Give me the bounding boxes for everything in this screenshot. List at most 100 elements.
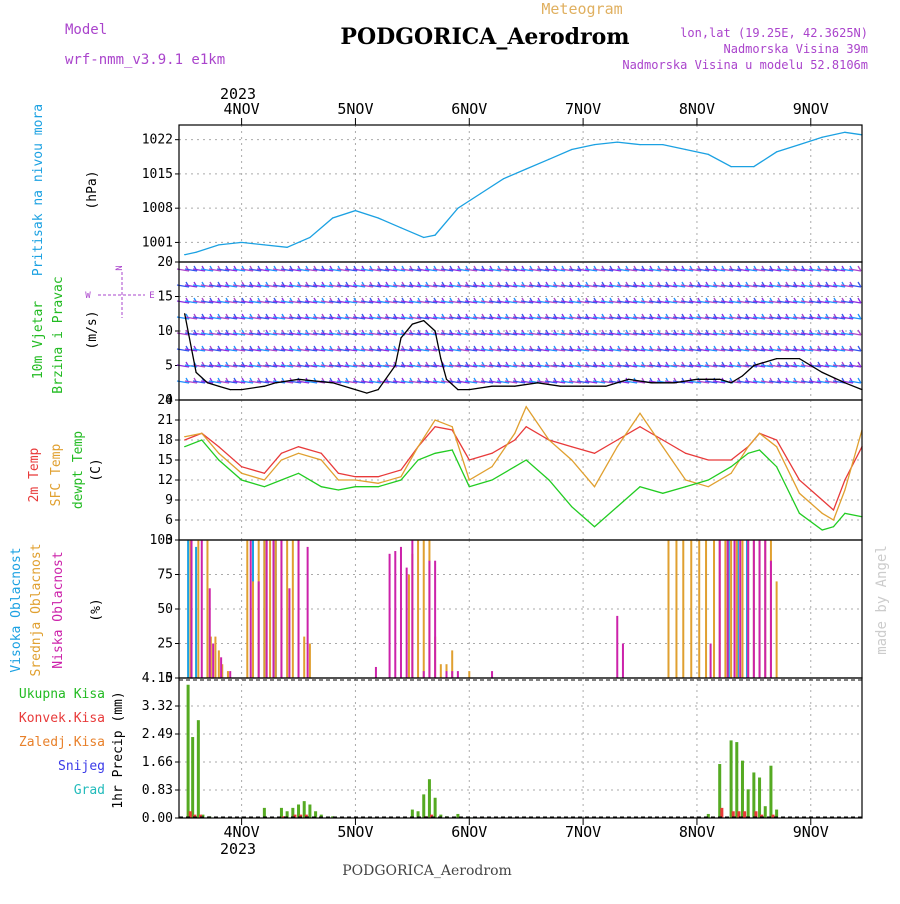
pressure-point — [707, 153, 709, 155]
wind-barb — [496, 300, 510, 304]
wind-barb — [208, 380, 222, 384]
wind-barb — [504, 300, 518, 304]
footer-title: PODGORICA_Aerodrom — [342, 863, 512, 879]
wind-barb — [296, 348, 310, 352]
wind-barb-feather — [857, 377, 862, 384]
legend-entry: Ukupna Kisa — [19, 687, 105, 702]
precip-bar — [422, 794, 426, 818]
wind-barb — [344, 268, 358, 272]
temperature-point — [758, 449, 761, 451]
wind-barb — [632, 380, 646, 384]
temperature-point — [320, 486, 322, 488]
wind-barb — [744, 332, 758, 336]
wind-barb — [416, 332, 430, 336]
temperature-point — [354, 479, 357, 481]
wind-point — [776, 358, 778, 360]
clouds-bar — [705, 540, 708, 678]
wind-barb — [720, 268, 734, 272]
temperature-point — [662, 492, 664, 494]
wind-barb-feather — [857, 297, 862, 304]
wind-barb — [592, 300, 606, 304]
wind-barb — [848, 364, 862, 368]
wind-barb — [824, 380, 838, 384]
wind-point — [394, 364, 396, 367]
wind-barb — [248, 316, 262, 320]
wind-barb — [448, 300, 462, 304]
wind-barb — [408, 364, 422, 368]
pressure-point — [377, 217, 379, 219]
wind-barb — [384, 268, 398, 272]
wind-barb — [704, 316, 718, 320]
wind-barb — [560, 268, 574, 272]
temperature-point — [776, 446, 778, 448]
wind-barb — [528, 348, 542, 352]
wind-barb — [728, 364, 742, 368]
wind-barb — [416, 284, 430, 288]
temperature-point — [434, 426, 436, 428]
model-elevation-label: Nadmorska Visina u modelu 52.8106m — [622, 58, 868, 72]
wind-barb — [600, 380, 614, 384]
temperature-point — [201, 432, 203, 434]
temperature-series-0 — [184, 425, 863, 512]
temperature-point — [776, 466, 778, 468]
wind-barb — [600, 316, 614, 320]
wind-barb — [184, 268, 198, 272]
wind-barb — [224, 284, 238, 288]
wind-barb — [584, 364, 598, 368]
wind-barb — [264, 268, 278, 272]
wind-barb — [648, 300, 662, 304]
wind-barb — [680, 268, 694, 272]
wind-barb — [272, 300, 286, 304]
wind-point — [297, 378, 300, 380]
precip-bar — [743, 811, 747, 818]
cloud-ylabel2: Srednja Oblacnost — [29, 543, 44, 676]
precip-bar — [188, 811, 192, 818]
wind-barb — [576, 284, 590, 288]
wind-point — [719, 378, 721, 380]
wind-barb — [296, 364, 310, 368]
precip-bar — [706, 813, 710, 818]
pressure-ytick-label: 1001 — [142, 235, 173, 250]
pressure-panel: 1001 1008 1015 1022 — [142, 124, 863, 263]
temperature-point — [571, 459, 573, 461]
wind-barb — [368, 348, 382, 352]
wind-barb — [512, 268, 526, 272]
wind-barb — [576, 316, 590, 320]
temperature-point — [639, 412, 641, 414]
wind-barb — [784, 380, 798, 384]
temperature-point — [832, 509, 835, 511]
precip-bar — [262, 807, 266, 818]
wind-barb — [424, 316, 438, 320]
clouds-bar — [374, 666, 377, 678]
wind-barb — [192, 316, 206, 320]
wind-barb — [664, 284, 678, 288]
wind-barb — [320, 364, 334, 368]
wind-barb — [808, 316, 822, 320]
wind-barb — [488, 268, 502, 272]
wind-barb — [488, 332, 502, 336]
wind-barb — [800, 364, 814, 368]
wind-barb — [256, 268, 270, 272]
wind-barb — [368, 364, 382, 368]
wind-point — [354, 389, 357, 391]
wind-barb — [616, 284, 630, 288]
wind-barb — [192, 348, 206, 352]
wind-barb — [296, 300, 310, 304]
wind-barb — [648, 364, 662, 368]
wind-barb — [288, 284, 302, 288]
wind-barb — [288, 380, 302, 384]
wind-barb — [664, 300, 678, 304]
precip-ytick-label: 1.66 — [142, 755, 173, 770]
pressure-ytick-label: 1015 — [142, 167, 173, 182]
clouds-bar — [249, 540, 252, 678]
wind-barb — [808, 300, 822, 304]
wind-point — [434, 330, 436, 332]
clouds-bar — [214, 636, 217, 678]
wind-point — [263, 385, 265, 387]
pressure-point — [548, 158, 550, 160]
wind-barb — [624, 316, 638, 320]
temperature-point — [297, 472, 300, 474]
time-label-top: 4NOV — [224, 100, 260, 118]
wind-barb — [352, 364, 366, 368]
time-label-bottom: 6NOV — [451, 823, 487, 841]
